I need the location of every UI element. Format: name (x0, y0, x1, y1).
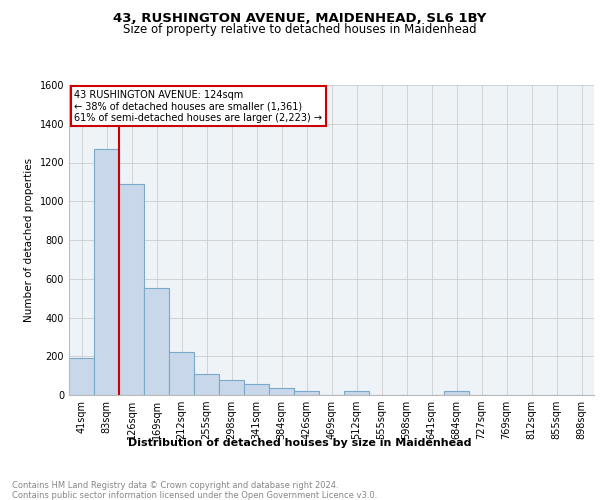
Bar (169, 352, 194, 395)
Bar (194, 374, 219, 395)
Bar (344, 391, 369, 395)
Bar (119, 184, 144, 395)
Y-axis label: Number of detached properties: Number of detached properties (24, 158, 34, 322)
Bar (269, 388, 294, 395)
Text: 43, RUSHINGTON AVENUE, MAIDENHEAD, SL6 1BY: 43, RUSHINGTON AVENUE, MAIDENHEAD, SL6 1… (113, 12, 487, 26)
Text: 43 RUSHINGTON AVENUE: 124sqm
← 38% of detached houses are smaller (1,361)
61% of: 43 RUSHINGTON AVENUE: 124sqm ← 38% of de… (74, 90, 322, 123)
Bar (444, 391, 469, 395)
Bar (144, 288, 169, 395)
Text: Size of property relative to detached houses in Maidenhead: Size of property relative to detached ho… (123, 22, 477, 36)
Bar (94, 149, 119, 395)
Bar (294, 391, 319, 395)
Text: Distribution of detached houses by size in Maidenhead: Distribution of detached houses by size … (128, 438, 472, 448)
Text: Contains HM Land Registry data © Crown copyright and database right 2024.
Contai: Contains HM Land Registry data © Crown c… (12, 481, 377, 500)
Bar (244, 384, 269, 395)
Bar (69, 358, 94, 395)
Bar (219, 380, 244, 395)
